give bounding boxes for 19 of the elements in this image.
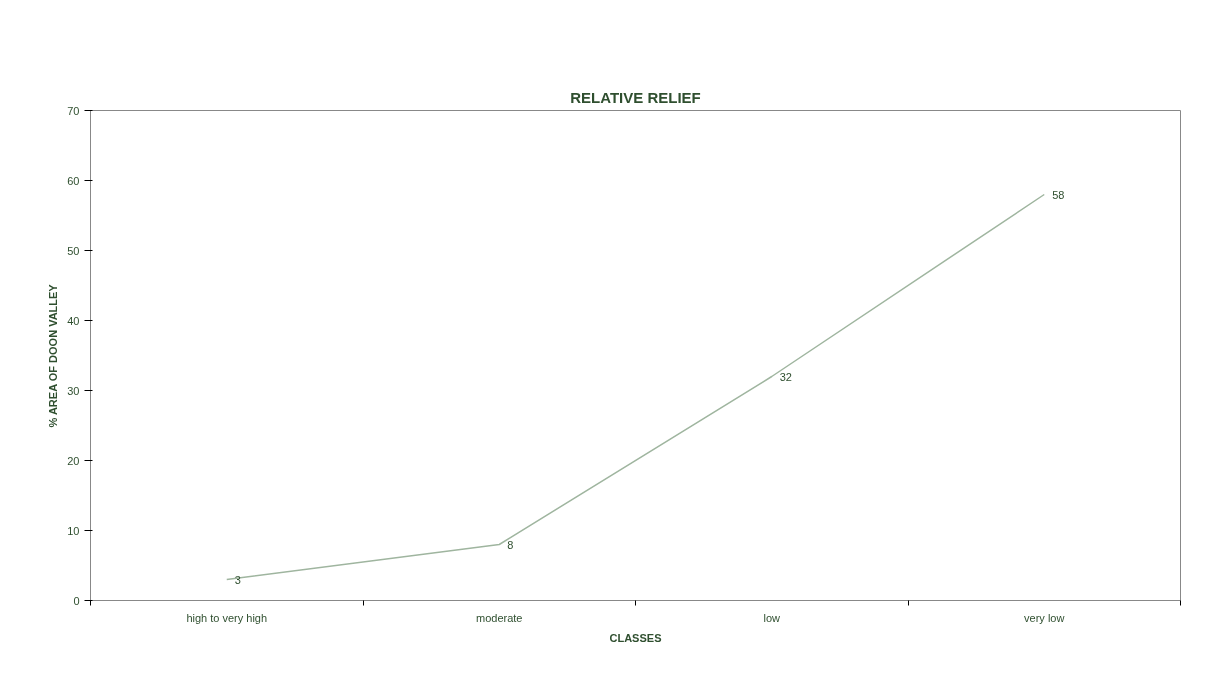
x-tick-label: high to very high xyxy=(186,611,268,624)
y-tick-label: 40 xyxy=(67,314,80,327)
data-label: 32 xyxy=(779,370,792,383)
data-label: 3 xyxy=(234,573,241,586)
y-tick-label: 60 xyxy=(67,174,80,187)
x-tick-label: low xyxy=(763,611,781,624)
data-label: 8 xyxy=(507,538,514,551)
y-tick-label: 0 xyxy=(73,594,80,607)
y-tick-label: 30 xyxy=(67,384,80,397)
y-tick-label: 70 xyxy=(67,104,80,117)
x-axis-title: CLASSES xyxy=(609,631,662,644)
data-label: 58 xyxy=(1052,188,1065,201)
y-tick-label: 10 xyxy=(67,524,80,537)
y-tick-label: 50 xyxy=(67,244,80,257)
y-tick-label: 20 xyxy=(67,454,80,467)
y-axis-title: % AREA OF DOON VALLEY xyxy=(47,283,60,428)
x-tick-label: very low xyxy=(1024,611,1065,624)
chart-title: RELATIVE RELIEF xyxy=(570,88,701,106)
x-tick-label: moderate xyxy=(476,611,523,624)
